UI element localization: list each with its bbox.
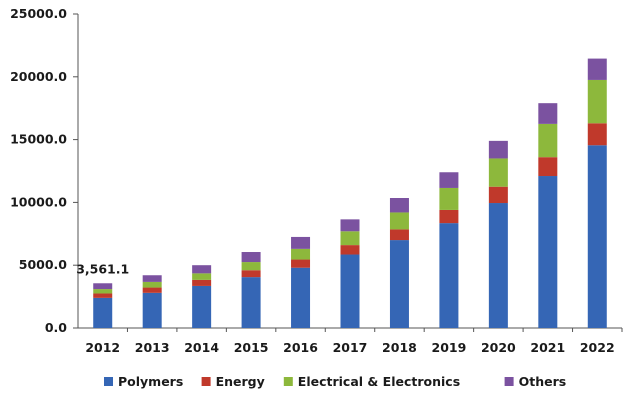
bar-segment-energy [192, 279, 212, 286]
bar-segment-others [291, 236, 311, 249]
bar-segment-others [340, 219, 360, 232]
bar-segment-energy [538, 157, 558, 177]
y-tick-label: 15000.0 [10, 132, 67, 147]
bar-segment-electrical-electronics [439, 187, 459, 210]
bar-segment-electrical-electronics [142, 281, 162, 288]
bar-stack-2014 [192, 265, 212, 328]
bar-segment-others [241, 252, 261, 263]
bar-segment-energy [340, 245, 360, 255]
bar-segment-others [93, 283, 113, 290]
legend-item: Energy [201, 374, 265, 389]
x-tick-label: 2017 [333, 340, 368, 355]
bar-stack-2020 [488, 140, 508, 328]
x-axis: 2012 2013 2014 2015 2016 2017 2018 2019 2020 2021… [78, 327, 623, 355]
bar-segment-energy [241, 270, 261, 278]
bar-segment-polymers [587, 145, 607, 328]
legend-swatch [104, 377, 113, 386]
bar-stack-2015 [241, 252, 261, 328]
x-tick-label: 2020 [481, 340, 516, 355]
y-tick-label: 10000.0 [10, 194, 67, 209]
x-tick-label: 2014 [184, 340, 219, 355]
bars [93, 58, 607, 328]
bar-segment-others [587, 58, 607, 80]
bar-segment-energy [439, 209, 459, 224]
bar-stack-2019 [439, 172, 459, 328]
y-tick-label: 0.0 [45, 320, 67, 335]
bar-segment-electrical-electronics [389, 212, 409, 230]
legend-item: Polymers [104, 374, 183, 389]
bar-segment-energy [93, 293, 113, 298]
bar-stack-2021 [538, 103, 558, 328]
legend: Polymers Energy Electrical & Electronics Ot… [104, 374, 566, 389]
bar-stack-2013 [142, 275, 162, 328]
bar-segment-energy [142, 287, 162, 293]
bar-segment-polymers [142, 292, 162, 328]
legend-swatch [504, 377, 514, 386]
legend-label: Others [519, 374, 567, 389]
x-tick-label: 2015 [234, 340, 269, 355]
x-tick-label: 2019 [432, 340, 467, 355]
bar-segment-electrical-electronics [587, 79, 607, 124]
bar-segment-polymers [439, 223, 459, 328]
bar-segment-polymers [389, 240, 409, 328]
legend-label: Energy [216, 374, 265, 389]
bar-segment-polymers [241, 277, 261, 328]
bar-segment-others [192, 265, 212, 274]
bar-stack-2018 [389, 198, 409, 328]
bar-segment-polymers [291, 267, 311, 328]
bar-segment-energy [587, 123, 607, 146]
bar-segment-others [142, 275, 162, 282]
y-axis: 0.0 5000.0 10000.0 15000.0 20000.0 25000.0 [10, 6, 79, 335]
x-tick-label: 2016 [283, 340, 318, 355]
x-tick-label: 2018 [382, 340, 417, 355]
bar-segment-others [488, 140, 508, 159]
bar-segment-energy [389, 229, 409, 241]
bar-segment-polymers [340, 254, 360, 328]
bar-segment-energy [291, 259, 311, 268]
bar-segment-electrical-electronics [93, 289, 113, 294]
legend-item: Electrical & Electronics [283, 374, 460, 389]
x-tick-label: 2012 [85, 340, 120, 355]
bar-segment-electrical-electronics [340, 231, 360, 246]
x-tick-label: 2021 [530, 340, 565, 355]
data-label: 3,561.1 [76, 261, 129, 276]
bar-segment-polymers [538, 176, 558, 328]
bar-stack-2022 [587, 58, 607, 328]
bar-stack-2017 [340, 219, 360, 328]
bar-stack-2012 [93, 283, 113, 328]
x-tick-label: 2022 [580, 340, 615, 355]
bar-segment-electrical-electronics [488, 158, 508, 187]
legend-item: Others [504, 374, 567, 389]
legend-label: Electrical & Electronics [298, 374, 460, 389]
bar-segment-electrical-electronics [291, 248, 311, 260]
y-tick-label: 5000.0 [19, 257, 68, 272]
bar-segment-others [538, 103, 558, 124]
bar-stack-2016 [291, 236, 311, 328]
x-tick-label: 2013 [135, 340, 170, 355]
bar-segment-polymers [192, 285, 212, 328]
bar-segment-polymers [93, 297, 113, 328]
bar-segment-energy [488, 186, 508, 204]
legend-swatch [201, 377, 211, 386]
legend-label: Polymers [118, 374, 183, 389]
bar-segment-others [439, 172, 459, 188]
y-tick-label: 20000.0 [10, 69, 67, 84]
bar-segment-electrical-electronics [192, 273, 212, 280]
y-tick-label: 25000.0 [10, 6, 67, 21]
bar-segment-others [389, 198, 409, 213]
annotations: 3,561.1 [76, 261, 129, 276]
bar-segment-electrical-electronics [241, 262, 261, 271]
legend-swatch [283, 377, 293, 386]
bar-segment-electrical-electronics [538, 123, 558, 158]
bar-segment-polymers [488, 203, 508, 328]
